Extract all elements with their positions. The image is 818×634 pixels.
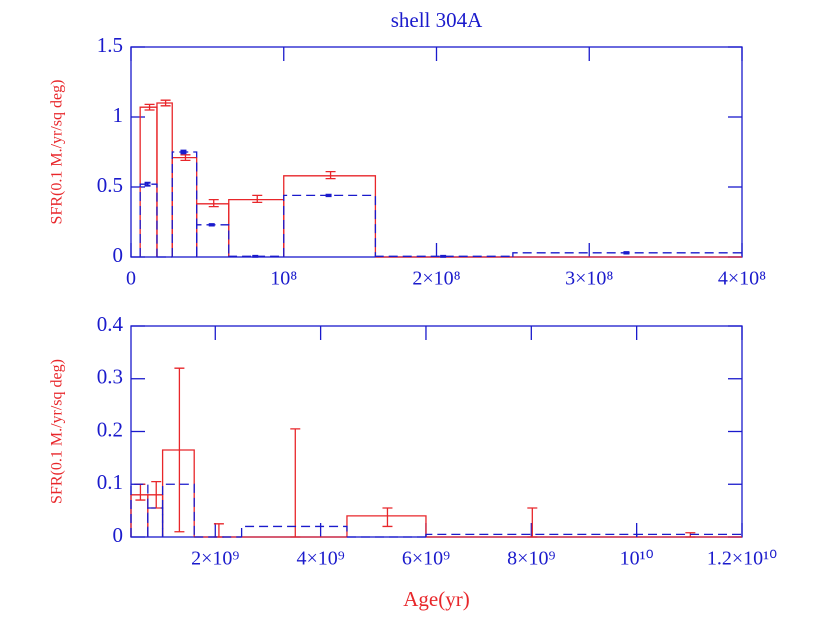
error-bar [160, 99, 171, 107]
x-tick-label: 4×10⁹ [296, 548, 344, 570]
error-bar [325, 170, 336, 180]
x-tick-label: 10⁸ [270, 268, 297, 290]
plot-frame [130, 325, 743, 538]
histogram-bar [147, 507, 164, 537]
y-tick-label: 0.4 [97, 312, 124, 336]
histogram-bar [130, 494, 149, 537]
histogram-bar [283, 194, 377, 257]
x-tick-label: 8×10⁹ [507, 548, 555, 570]
y-tick-label: 0 [113, 243, 124, 267]
histogram-bar [228, 198, 285, 257]
histogram-bar [636, 533, 743, 537]
x-tick-label: 6×10⁹ [402, 548, 450, 570]
error-bar [290, 428, 301, 538]
x-axis-label: Age(yr) [403, 587, 469, 611]
error-bar [252, 194, 263, 204]
error-bar [325, 193, 332, 198]
chart-title: shell 304A [391, 8, 483, 32]
x-tick-label: 2×10⁸ [412, 268, 460, 290]
y-tick-label: 1.5 [97, 33, 123, 57]
histogram-bar [283, 175, 377, 257]
histogram-bar [156, 102, 173, 257]
x-tick-label: 2×10⁹ [191, 548, 239, 570]
error-bar [623, 251, 630, 255]
histogram-bar [130, 483, 149, 537]
plot-frame [130, 46, 743, 258]
y-axis-label: SFR(0.1 M./yr/sq deg) [49, 80, 66, 225]
histogram-bar [171, 156, 198, 257]
error-bar [180, 154, 191, 162]
error-bar [527, 507, 538, 538]
error-bar [252, 254, 259, 258]
y-axis-label: SFR(0.1 M./yr/sq deg) [49, 359, 66, 504]
histogram-bar [196, 224, 230, 257]
x-tick-label: 1.2×10¹⁰ [707, 548, 777, 570]
error-bar [208, 223, 215, 227]
histogram-bar [171, 151, 198, 257]
histogram-bar [374, 255, 514, 257]
histogram-bar [196, 203, 230, 257]
y-tick-label: 0.1 [97, 470, 123, 494]
y-tick-label: 0.5 [97, 173, 123, 197]
error-bar [440, 254, 447, 258]
y-tick-label: 1 [113, 103, 124, 127]
x-tick-label: 3×10⁸ [565, 268, 613, 290]
error-bar [382, 507, 393, 528]
error-bar [144, 103, 155, 111]
x-tick-label: 4×10⁸ [718, 268, 766, 290]
error-bar [208, 198, 219, 208]
histogram-bar [161, 483, 195, 537]
error-bar [135, 483, 146, 501]
y-tick-label: 0 [113, 523, 124, 547]
y-tick-label: 0.2 [97, 417, 123, 441]
error-bar [180, 149, 187, 155]
error-bar [174, 367, 185, 533]
histogram-bar [161, 449, 195, 537]
histogram-bar [139, 183, 158, 257]
error-bar [144, 181, 151, 187]
histogram-bar [240, 525, 348, 537]
y-tick-label: 0.3 [97, 365, 123, 389]
histogram-bar [147, 494, 164, 537]
x-tick-label: 0 [126, 268, 136, 290]
x-tick-label: 10¹⁰ [620, 548, 654, 570]
